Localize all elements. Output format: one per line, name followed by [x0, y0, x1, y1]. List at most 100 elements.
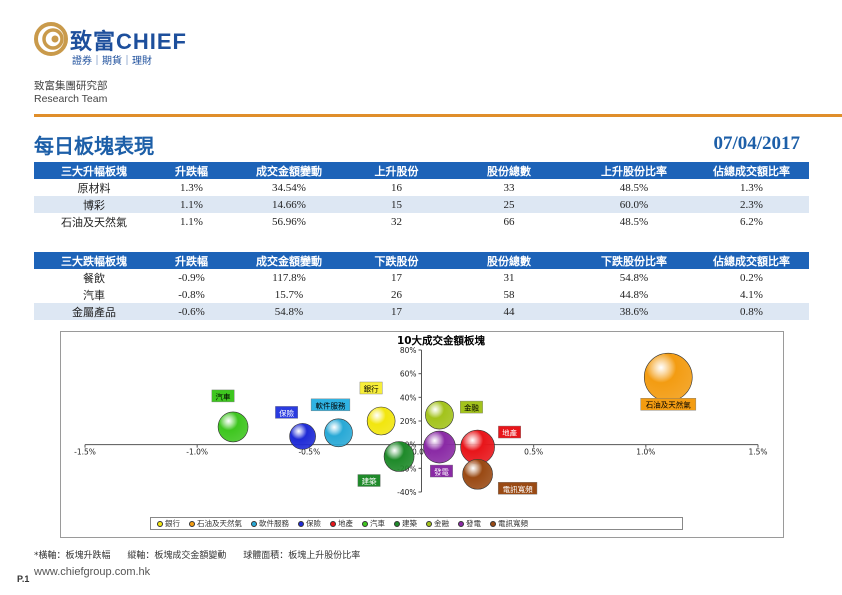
department-block: 致富集團研究部 Research Team	[34, 80, 108, 106]
legend-label: 保險	[306, 519, 321, 528]
y-tick-label: 60%	[400, 370, 417, 379]
bubble-1	[643, 352, 693, 402]
table-cell: 25	[444, 196, 574, 213]
table-cell: 14.66%	[229, 196, 349, 213]
data-label-box	[310, 398, 351, 412]
data-label-box	[497, 482, 538, 495]
logo-mark-icon	[34, 22, 68, 56]
table-cell: 4.1%	[740, 288, 763, 301]
bubble-0	[366, 406, 396, 436]
data-label: 金融	[464, 403, 479, 413]
table-row: 餐飲 -0.9% 117.8% 17 31 54.8% 0.2%	[34, 269, 809, 286]
table-header: 升跌幅	[154, 162, 229, 179]
table-header: 股份總數	[444, 252, 574, 269]
table-header: 佔總成交額比率	[694, 252, 809, 269]
table-header: 下跌股份比率	[574, 252, 694, 269]
legend-label: 石油及天然氣	[197, 519, 242, 528]
table-header: 三大跌幅板塊	[34, 252, 154, 269]
legend-item: 石油及天然氣	[189, 518, 242, 529]
bubble-8	[423, 430, 456, 464]
table-cell: 38.6%	[574, 303, 694, 320]
bubble-4	[460, 429, 495, 465]
legend-item: 軟件服務	[251, 518, 289, 529]
data-label: 石油及天然氣	[646, 400, 691, 410]
data-label-box	[498, 425, 521, 439]
data-label: 地產	[502, 428, 517, 438]
table-cell: 33	[503, 181, 515, 194]
table-header: 上升股份	[349, 162, 444, 179]
table-cell: 48.5%	[619, 181, 649, 194]
table-cell: 17	[349, 303, 444, 320]
table-cell: 1.1%	[180, 215, 203, 228]
table-cell: -0.9%	[178, 271, 205, 284]
table-cell: 60.0%	[574, 196, 694, 213]
legend-marker-icon	[490, 520, 496, 527]
legend-marker-icon	[394, 520, 400, 527]
table-cell: 0.2%	[740, 271, 763, 284]
data-label-box	[430, 464, 453, 478]
legend-marker-icon	[251, 520, 257, 527]
legend-item: 電訊寬頻	[490, 518, 528, 529]
table-cell: 26	[391, 288, 402, 301]
table-header-row: 三大跌幅板塊 升跌幅 成交金額變動 下跌股份 股份總數 下跌股份比率 佔總成交額…	[34, 252, 809, 269]
legend-marker-icon	[157, 520, 163, 527]
table-cell: 34.54%	[272, 181, 306, 194]
department-en: Research Team	[34, 93, 108, 105]
table-cell: -0.8%	[178, 288, 205, 301]
table-cell: 0.8%	[694, 303, 809, 320]
footnote-size: 球體面積：板塊上升股份比率	[243, 551, 361, 561]
y-tick-label: 80%	[400, 346, 417, 355]
x-tick-label: -1.5%	[74, 448, 96, 457]
chart-footnote: *橫軸：板塊升跌幅 縱軸：板塊成交金額變動 球體面積：板塊上升股份比率	[34, 548, 374, 561]
legend-item: 金融	[426, 518, 449, 529]
report-date: 07/04/2017	[713, 133, 800, 154]
table-cell: 66	[503, 215, 515, 228]
bubble-chart: 10大成交金額板塊 -1.5% -1.0% -0.5% 0.0% 0.5% 1.0% 1.5…	[60, 331, 784, 538]
website-link[interactable]: www.chiefgroup.com.hk	[34, 566, 151, 578]
table-cell: 44	[444, 303, 574, 320]
table-cell: 金屬產品	[34, 303, 154, 320]
legend-item: 發電	[458, 518, 481, 529]
table-cell: 原材料	[77, 181, 111, 195]
legend-label: 建築	[402, 519, 417, 528]
data-label: 軟件服務	[315, 400, 345, 410]
table-cell: 1.1%	[154, 196, 229, 213]
chart-title: 10大成交金額板塊	[397, 334, 486, 347]
data-label-box	[211, 389, 235, 403]
x-tick-label: 1.0%	[636, 448, 655, 457]
data-label: 銀行	[364, 384, 379, 394]
table-header: 佔總成交額比率	[694, 162, 809, 179]
table-cell: 58	[503, 288, 515, 301]
legend-marker-icon	[189, 520, 195, 527]
table-cell: -0.6%	[154, 303, 229, 320]
table-cell: 博彩	[34, 196, 154, 213]
page-title: 每日板塊表現	[34, 134, 154, 158]
page-number: P.1	[17, 574, 30, 584]
legend-item: 汽車	[362, 518, 385, 529]
table-header: 上升股份比率	[574, 162, 694, 179]
x-tick-label: 0.5%	[524, 448, 543, 457]
legend-label: 發電	[466, 519, 481, 528]
table-row: 金屬產品 -0.6% 54.8% 17 44 38.6% 0.8%	[34, 303, 809, 320]
data-label-box	[357, 474, 381, 487]
table-cell: 48.5%	[619, 215, 649, 228]
table-cell: 56.96%	[272, 215, 306, 228]
table-header-row: 三大升幅板塊 升跌幅 成交金額變動 上升股份 股份總數 上升股份比率 佔總成交額…	[34, 162, 809, 179]
data-label-box	[359, 381, 383, 395]
table-cell: 6.2%	[740, 215, 763, 228]
x-tick-label: 0.0%	[412, 448, 431, 457]
table-cell: 17	[391, 271, 402, 284]
table-cell: 32	[391, 215, 402, 228]
table-cell: 117.8%	[272, 271, 306, 284]
table-cell: 54.8%	[229, 303, 349, 320]
chief-logo: 致富CHIEF 證券｜期貨｜理財	[34, 20, 244, 70]
table-cell: 石油及天然氣	[61, 215, 127, 229]
y-tick-label: 20%	[400, 417, 417, 426]
data-label-box	[460, 400, 483, 414]
table-row: 博彩 1.1% 14.66% 15 25 60.0% 2.3%	[34, 196, 809, 213]
table-cell: 31	[503, 271, 515, 284]
legend-marker-icon	[458, 520, 464, 527]
table-header: 股份總數	[444, 162, 574, 179]
brand-name: 致富CHIEF	[70, 29, 188, 54]
x-tick-label: -0.5%	[298, 448, 320, 457]
